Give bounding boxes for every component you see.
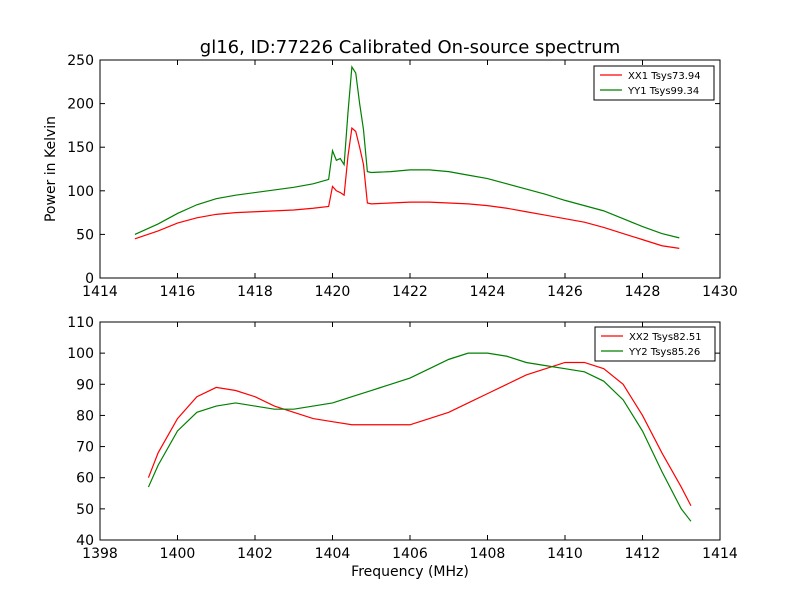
y-tick-label: 0 bbox=[85, 271, 94, 287]
x-tick-label: 1430 bbox=[702, 284, 738, 300]
x-tick-label: 1404 bbox=[315, 546, 351, 562]
series-line-yy-panel-0 bbox=[134, 65, 680, 239]
x-tick-label: 1410 bbox=[547, 546, 583, 562]
y-tick-label: 50 bbox=[76, 502, 94, 518]
x-tick-label: 1426 bbox=[547, 284, 583, 300]
x-tick-label: 1398 bbox=[82, 546, 118, 562]
x-tick-label: 1414 bbox=[702, 546, 738, 562]
legend-entry: YY1 Tsys99.34 bbox=[627, 86, 699, 97]
y-tick-label: 150 bbox=[67, 140, 94, 156]
y-tick-label: 100 bbox=[67, 184, 94, 200]
x-tick-label: 1424 bbox=[470, 284, 506, 300]
y-tick-label: 100 bbox=[67, 346, 94, 362]
y-tick-label: 90 bbox=[76, 377, 94, 393]
series-line-xx-panel-0 bbox=[134, 126, 680, 249]
legend-box bbox=[594, 326, 716, 362]
top-panel: 1414 1416 1418 1420 1422 1424 1426 1428 1430 0 50 1… bbox=[43, 53, 738, 300]
y-tick-label: 110 bbox=[67, 315, 94, 331]
x-axis-label: Frequency (MHz) bbox=[351, 564, 469, 580]
y-tick-label: 60 bbox=[76, 471, 94, 487]
legend-entry: XX2 Tsys82.51 bbox=[629, 332, 702, 343]
x-tick-label: 1414 bbox=[82, 284, 118, 300]
x-tick-label: 1416 bbox=[160, 284, 196, 300]
x-tick-label: 1420 bbox=[315, 284, 351, 300]
x-tick-label: 1412 bbox=[625, 546, 661, 562]
legend: XX2 Tsys82.51 YY2 Tsys85.26 bbox=[594, 326, 716, 362]
y-tick-label: 200 bbox=[67, 97, 94, 113]
legend-box bbox=[593, 65, 715, 101]
legend: XX1 Tsys73.94 YY1 Tsys99.34 bbox=[593, 65, 715, 101]
chart-title: gl16, ID:77226 Calibrated On-source spec… bbox=[200, 37, 620, 58]
x-tick-label: 1418 bbox=[237, 284, 273, 300]
x-tick-label: 1408 bbox=[470, 546, 506, 562]
y-tick-label: 40 bbox=[76, 533, 94, 549]
y-tick-label: 70 bbox=[76, 440, 94, 456]
x-tick-label: 1422 bbox=[392, 284, 428, 300]
bottom-panel: 1398 1400 1402 1404 1406 1408 1410 1412 1414 40 50… bbox=[67, 315, 738, 580]
legend-entry: XX1 Tsys73.94 bbox=[628, 71, 701, 82]
x-tick-label: 1402 bbox=[237, 546, 273, 562]
y-tick-label: 80 bbox=[76, 408, 94, 424]
x-tick-label: 1400 bbox=[160, 546, 196, 562]
y-axis-label: Power in Kelvin bbox=[43, 116, 59, 222]
x-tick-label: 1428 bbox=[625, 284, 661, 300]
series-line-xx-panel-1 bbox=[147, 361, 692, 507]
series-line-yy-panel-1 bbox=[147, 352, 692, 522]
y-tick-label: 50 bbox=[76, 227, 94, 243]
y-tick-label: 250 bbox=[67, 53, 94, 69]
x-tick-label: 1406 bbox=[392, 546, 428, 562]
legend-entry: YY2 Tsys85.26 bbox=[628, 347, 700, 358]
